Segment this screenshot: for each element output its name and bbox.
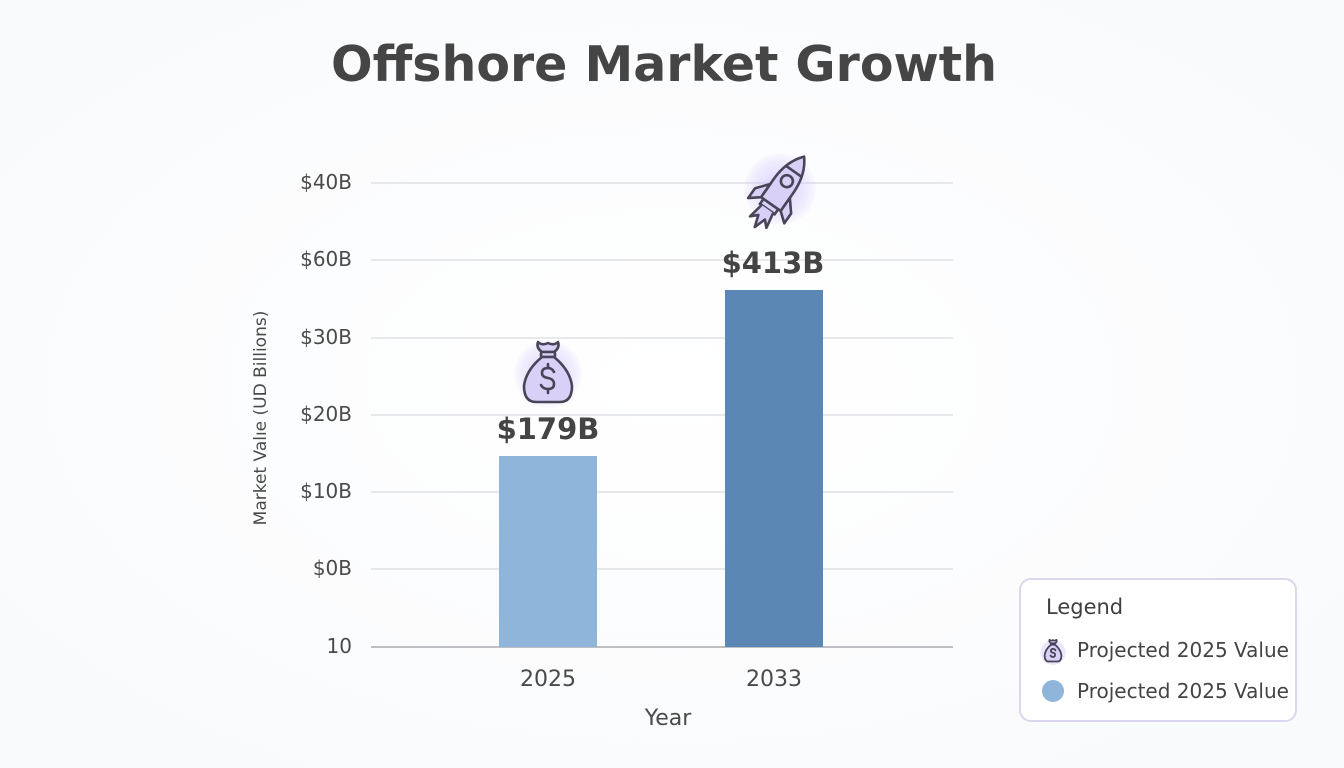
gridline bbox=[371, 182, 953, 184]
rocket-icon bbox=[740, 145, 820, 241]
y-tick-label: $20B bbox=[300, 402, 352, 426]
bar-value-label: $413B bbox=[721, 246, 825, 280]
y-tick-label: $60B bbox=[300, 247, 352, 271]
legend-item-circle[interactable]: Projected 2025 Value bbox=[1039, 676, 1289, 706]
bar-value-label: $179B bbox=[496, 412, 600, 446]
x-axis-label: Year bbox=[644, 706, 692, 731]
legend-item-label: Projected 2025 Value bbox=[1077, 638, 1289, 662]
y-tick-label: 10 bbox=[326, 634, 352, 658]
legend-item-money-bag[interactable]: Projected 2025 Value bbox=[1039, 635, 1289, 665]
legend: Legend Projected 2025 Value Projected 20… bbox=[1019, 578, 1297, 722]
gridline bbox=[371, 491, 953, 493]
x-axis-line bbox=[371, 646, 953, 648]
money-bag-icon bbox=[1039, 636, 1067, 665]
legend-item-label: Projected 2025 Value bbox=[1077, 679, 1289, 703]
y-axis-label: Market Valıe (UD Billions) bbox=[251, 310, 271, 526]
gridline bbox=[371, 414, 953, 416]
gridline bbox=[371, 568, 953, 570]
y-tick-label: $10B bbox=[300, 479, 352, 503]
circle-swatch-icon bbox=[1039, 677, 1067, 705]
gridline bbox=[371, 259, 953, 261]
y-tick-label: $40B bbox=[300, 170, 352, 194]
money-bag-icon bbox=[508, 334, 588, 414]
y-tick-label: $0B bbox=[312, 556, 352, 580]
x-tick-label: 2033 bbox=[746, 667, 802, 692]
x-tick-label: 2025 bbox=[520, 667, 576, 692]
y-tick-label: $30B bbox=[300, 325, 352, 349]
legend-title: Legend bbox=[1046, 595, 1124, 619]
bar-2033[interactable] bbox=[725, 290, 823, 647]
chart-title: Offshore Market Growth bbox=[330, 36, 998, 93]
bar-2025[interactable] bbox=[499, 456, 597, 647]
gridline bbox=[371, 337, 953, 339]
